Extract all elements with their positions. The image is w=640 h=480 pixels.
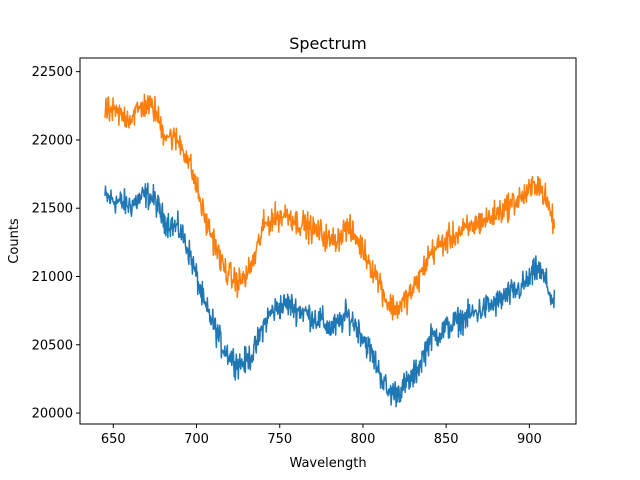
- x-tick-label-3: 800: [351, 432, 376, 447]
- y-tick-label-4: 22000: [32, 133, 73, 148]
- y-tick-label-1: 20500: [32, 338, 73, 353]
- y-tick-label-3: 21500: [32, 202, 73, 217]
- y-tick-label-0: 20000: [32, 407, 73, 422]
- x-axis: 650 700 750 800 850 900: [101, 424, 542, 447]
- chart-title: Spectrum: [289, 34, 367, 53]
- y-axis: 20000 20500 21000 21500 22000 22500: [32, 65, 80, 422]
- series-line-1: [104, 93, 556, 321]
- y-tick-label-5: 22500: [32, 65, 73, 80]
- series-layer: [104, 93, 556, 408]
- x-tick-label-4: 850: [434, 432, 459, 447]
- y-tick-label-2: 21000: [32, 270, 73, 285]
- x-tick-label-5: 900: [517, 432, 542, 447]
- plot-frame: [79, 57, 577, 425]
- x-axis-title: Wavelength: [289, 456, 366, 471]
- x-tick-label-0: 650: [101, 432, 126, 447]
- x-tick-label-2: 750: [267, 432, 292, 447]
- y-axis-title: Counts: [7, 218, 22, 264]
- x-tick-label-1: 700: [184, 432, 209, 447]
- series-line-0: [104, 182, 556, 408]
